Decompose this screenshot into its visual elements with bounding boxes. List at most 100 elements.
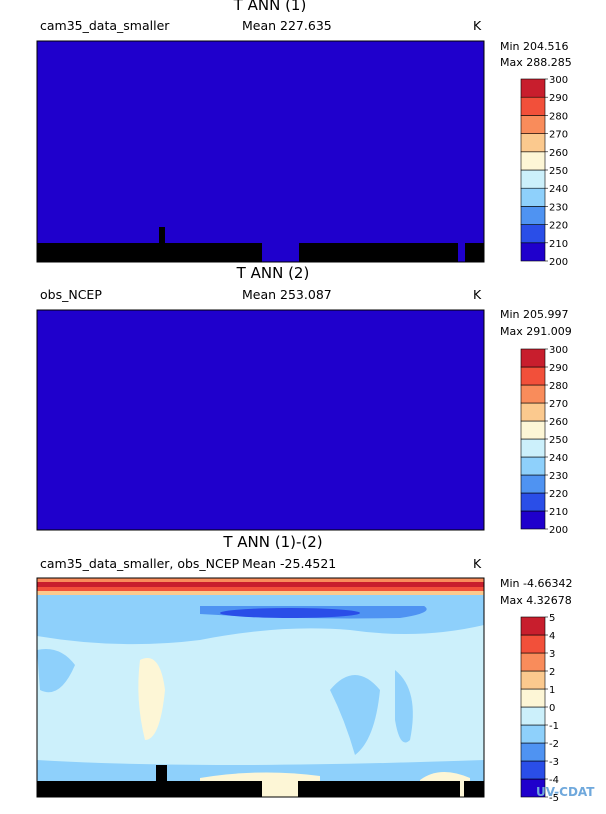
panel2-colorbar-swatch <box>520 402 546 422</box>
panel3-colorbar-swatch <box>520 724 546 744</box>
panel3-max-label: Max 4.32678 <box>500 594 572 607</box>
panel3-colorbar-tick-label: -2 <box>549 739 559 750</box>
panel2-colorbar-swatch <box>520 384 546 404</box>
panel3-contour-region <box>138 658 165 740</box>
panel1-colorbar-tick-label: 210 <box>549 239 568 250</box>
panel3-min-label: Min -4.66342 <box>500 577 573 590</box>
panel3-colorbar-swatch <box>520 616 546 636</box>
panel1-land-mask <box>159 227 165 243</box>
panel3-dataset-label: cam35_data_smaller, obs_NCEP <box>40 556 240 571</box>
panel3-units-label: K <box>473 556 482 571</box>
uvcdat-logo: UV-CDAT <box>536 785 595 799</box>
panel1-frame <box>36 40 485 263</box>
panel3-colorbar-swatch <box>520 760 546 780</box>
panel3-mean-label: Mean -25.4521 <box>242 556 337 571</box>
panel1-min-label: Min 204.516 <box>500 40 569 53</box>
panel1-colorbar-swatch <box>520 115 546 134</box>
panel3-colorbar-swatch <box>520 742 546 762</box>
panel1-colorbar-tick-label: 280 <box>549 111 568 122</box>
panel1-title: T ANN (1) <box>233 0 307 14</box>
panel2-min-label: Min 205.997 <box>500 308 569 321</box>
panel2-colorbar-swatch <box>520 474 546 494</box>
panel2-colorbar: 200 210 220 230 240 250 260 270 280 290 300 <box>520 345 568 536</box>
panel3-colorbar-swatch <box>520 652 546 672</box>
panel3-title: T ANN (1)-(2) <box>223 533 323 551</box>
panel1-plot <box>36 40 485 263</box>
panel3-land-mask <box>464 781 484 797</box>
panel1-colorbar-tick-label: 230 <box>549 202 568 213</box>
panel3-colorbar-tick-label: 1 <box>549 685 555 696</box>
panel2-mean-label: Mean 253.087 <box>242 287 332 302</box>
panel2-colorbar-tick-label: 300 <box>549 345 568 356</box>
panel1-land-mask <box>465 243 484 262</box>
panel1-contour-band <box>37 41 484 262</box>
panel2-colorbar-swatch <box>520 456 546 476</box>
panel3-colorbar-swatch <box>520 634 546 654</box>
panel1-colorbar-swatch <box>520 133 546 153</box>
panel3-colorbar-swatch <box>520 688 546 708</box>
panel2-colorbar-tick-label: 200 <box>549 525 568 536</box>
panel2-title: T ANN (2) <box>236 264 310 282</box>
panel3-contour-band <box>37 578 484 582</box>
panel3-contour-region <box>220 608 360 618</box>
panel1-colorbar-swatch <box>520 187 546 207</box>
panel1-colorbar-swatch <box>520 224 546 244</box>
panel3-colorbar-tick-label: 0 <box>549 703 555 714</box>
panel1-colorbar-tick-label: 290 <box>549 93 568 104</box>
panel2-colorbar-swatch <box>520 348 546 368</box>
panel1-top-band <box>37 41 484 49</box>
panel2-colorbar-tick-label: 220 <box>549 489 568 500</box>
panel3-contour-band <box>37 600 484 606</box>
panel3-contour-region <box>37 649 75 693</box>
panel1-mean-label: Mean 227.635 <box>242 18 332 33</box>
panel1-colorbar: 200 210 220 230 240 250 260 270 280 290 300 <box>520 75 568 268</box>
panel1-units-label: K <box>473 18 482 33</box>
panel3-colorbar-swatch <box>520 670 546 690</box>
panel1-land-mask <box>37 243 262 262</box>
panel2-colorbar-swatch <box>520 492 546 512</box>
panel2-colorbar-tick-label: 210 <box>549 507 568 518</box>
panel2-frame <box>36 309 485 531</box>
panel3-land-mask <box>298 781 460 797</box>
panel2-colorbar-tick-label: 270 <box>549 399 568 410</box>
panel3-contour-band <box>37 587 484 591</box>
panel3-contour-region <box>330 675 380 755</box>
panel1-colorbar-tick-label: 250 <box>549 166 568 177</box>
panel2-colorbar-swatch <box>520 366 546 386</box>
panel2-units-label: K <box>473 287 482 302</box>
panel1-colorbar-swatch <box>520 151 546 171</box>
panel3-contour-region <box>395 670 413 743</box>
panel3-colorbar-tick-label: -4 <box>549 775 559 786</box>
panel1-colorbar-swatch <box>520 169 546 189</box>
panel2-contour-band <box>37 310 484 530</box>
panel3-colorbar-tick-label: 5 <box>549 613 555 624</box>
panel1-colorbar-swatch <box>520 242 546 262</box>
panel3-contour-band <box>37 591 484 595</box>
panel3-plot <box>36 577 485 798</box>
panel3-land-mask <box>37 781 262 797</box>
panel1-land-mask <box>299 243 458 262</box>
panel1-colorbar-tick-label: 200 <box>549 257 568 268</box>
panel3-contour-band <box>37 582 484 587</box>
panel2-max-label: Max 291.009 <box>500 325 572 338</box>
panel3-colorbar: -5 -4 -3 -2 -1 0 1 2 3 4 5 <box>520 613 559 804</box>
panel3-colorbar-tick-label: 4 <box>549 631 555 642</box>
panel1-colorbar-swatch <box>520 96 546 116</box>
panel3-colorbar-swatch <box>520 706 546 726</box>
panel2-colorbar-tick-label: 230 <box>549 471 568 482</box>
panel2-colorbar-tick-label: 240 <box>549 453 568 464</box>
panel1-colorbar-tick-label: 240 <box>549 184 568 195</box>
panel3-land-mask <box>156 765 167 781</box>
panel2-colorbar-swatch <box>520 510 546 530</box>
panel2-colorbar-tick-label: 280 <box>549 381 568 392</box>
panel1-colorbar-tick-label: 260 <box>549 148 568 159</box>
panel1-colorbar-swatch <box>520 206 546 225</box>
panel3-colorbar-tick-label: -3 <box>549 757 559 768</box>
panel3-colorbar-tick-label: -1 <box>549 721 559 732</box>
panel1-dataset-label: cam35_data_smaller <box>40 18 170 33</box>
panel2-colorbar-tick-label: 250 <box>549 435 568 446</box>
panel2-dataset-label: obs_NCEP <box>40 287 102 302</box>
panel1-max-label: Max 288.285 <box>500 56 572 69</box>
panel1-colorbar-tick-label: 220 <box>549 221 568 232</box>
panel2-colorbar-swatch <box>520 438 546 458</box>
